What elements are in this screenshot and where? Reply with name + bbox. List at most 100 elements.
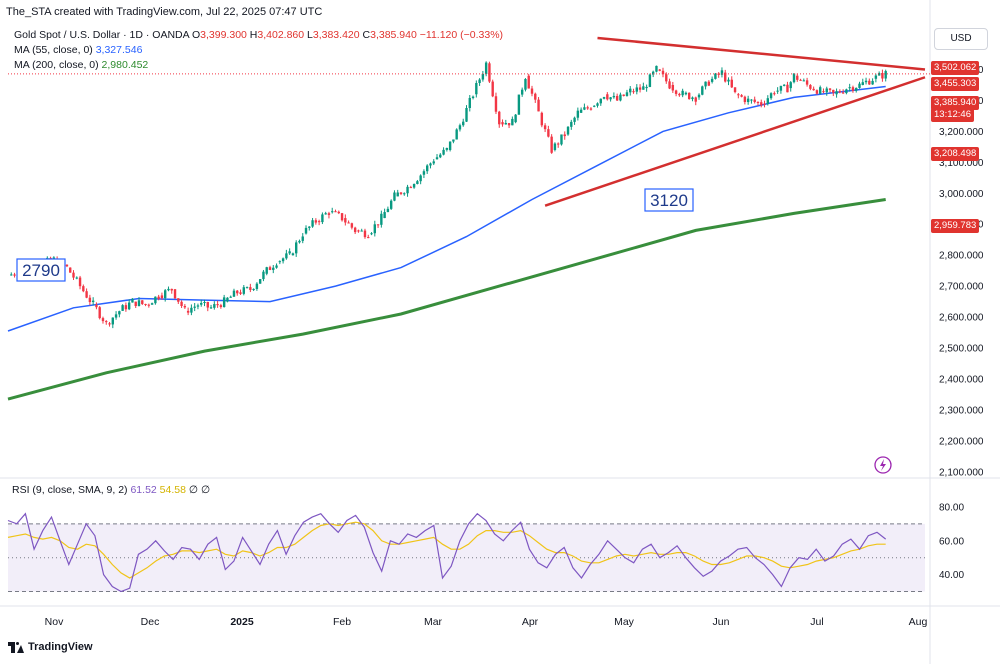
candle-body: [714, 73, 717, 79]
footer-brand[interactable]: TradingView: [8, 641, 93, 653]
candle-body: [743, 96, 747, 103]
rsi-line: [7, 512, 887, 593]
candle-body: [314, 220, 318, 223]
candle-body: [579, 109, 583, 113]
candle-body: [239, 292, 242, 294]
candle-body: [786, 84, 789, 93]
candle-body: [704, 81, 707, 87]
candle-body: [651, 71, 655, 75]
candle-body: [766, 98, 769, 104]
symbol-title: Gold Spot / U.S. Dollar · 1D · OANDA: [14, 29, 190, 41]
candle-body: [717, 73, 720, 75]
ma55-legend[interactable]: MA (55, close, 0) 3,327.546: [14, 44, 142, 56]
price-label-support: 3,208.498: [931, 147, 980, 161]
candle-body: [370, 233, 373, 235]
annotation-3120[interactable]: 3120: [644, 188, 694, 212]
candle-body: [164, 290, 167, 299]
candle-body: [645, 86, 648, 89]
candle-body: [157, 296, 160, 299]
y-tick-label: 3,200.000: [939, 127, 984, 138]
candle-body: [602, 97, 606, 99]
candle-body: [412, 184, 416, 188]
candle-body: [455, 129, 458, 140]
candle-body: [763, 103, 766, 105]
annotation-3120-box: [644, 188, 694, 212]
close-value: 3,385.940: [370, 29, 417, 41]
high-label: H: [249, 29, 258, 41]
candle-body: [868, 80, 871, 85]
candle-body: [537, 99, 540, 112]
candle-body: [334, 211, 337, 213]
candle-body: [661, 70, 665, 75]
candle-body: [108, 323, 111, 325]
candle-body: [118, 311, 121, 315]
candle-body: [488, 63, 491, 82]
candle-body: [841, 92, 845, 94]
candle-body: [494, 96, 498, 112]
candle-body: [527, 75, 530, 89]
candle-body: [422, 171, 426, 175]
annotation-3120-text: 3120: [650, 191, 688, 210]
rsi-sma-line: [7, 521, 886, 579]
candle-body: [599, 98, 602, 104]
candle-body: [688, 92, 691, 100]
candle-body: [353, 227, 357, 233]
candle-body: [782, 84, 786, 86]
candle-body: [255, 283, 259, 289]
candle-body: [566, 126, 570, 135]
candle-body: [809, 84, 812, 89]
candle-body: [416, 181, 419, 185]
candle-body: [769, 93, 773, 99]
candle-body: [200, 302, 203, 305]
candle-body: [819, 87, 822, 94]
rsi-tick-label: 60.00: [939, 536, 964, 547]
candle-body: [475, 83, 478, 95]
x-tick-label: 2025: [230, 616, 254, 628]
brand-text: TradingView: [28, 641, 93, 653]
candle-body: [432, 161, 435, 164]
candle-body: [514, 114, 517, 123]
candle-body: [547, 129, 550, 137]
candle-body: [596, 103, 599, 106]
candle-body: [707, 81, 711, 86]
low-label: L: [307, 29, 313, 41]
candle-body: [281, 258, 285, 262]
candle-body: [471, 96, 475, 98]
candle-body: [154, 296, 157, 304]
candle-body: [272, 267, 275, 270]
candle-body: [101, 318, 105, 322]
candle-body: [311, 220, 314, 227]
candle-body: [799, 79, 802, 81]
candle-body: [147, 304, 151, 306]
candle-body: [160, 295, 164, 299]
candle-body: [540, 112, 544, 126]
annotation-2790[interactable]: 2790: [16, 258, 66, 282]
candle-body: [629, 88, 632, 93]
price-label-upper-trend: 3,455.303: [931, 77, 980, 91]
candle-body: [632, 91, 635, 93]
candle-body: [576, 110, 580, 118]
candle-body: [245, 287, 249, 289]
x-tick-label: Mar: [424, 616, 443, 628]
candle-body: [727, 79, 730, 82]
ma200-legend[interactable]: MA (200, close, 0) 2,980.452: [14, 59, 148, 71]
candle-body: [773, 93, 776, 95]
candle-body: [363, 230, 367, 238]
candle-body: [501, 122, 504, 125]
candle-body: [815, 90, 819, 94]
candle-body: [779, 85, 783, 91]
candle-body: [848, 87, 851, 89]
currency-button[interactable]: USD: [934, 28, 988, 50]
candle-body: [589, 108, 593, 110]
rsi-legend[interactable]: RSI (9, close, SMA, 9, 2) 61.52 54.58 ∅ …: [12, 484, 210, 496]
candle-body: [399, 192, 403, 194]
candle-body: [78, 277, 82, 287]
candle-body: [697, 94, 701, 98]
candle-body: [85, 291, 88, 298]
candle-body: [481, 73, 485, 80]
candle-body: [403, 193, 406, 195]
candle-body: [111, 317, 114, 325]
y-tick-label: 2,200.000: [939, 436, 984, 447]
